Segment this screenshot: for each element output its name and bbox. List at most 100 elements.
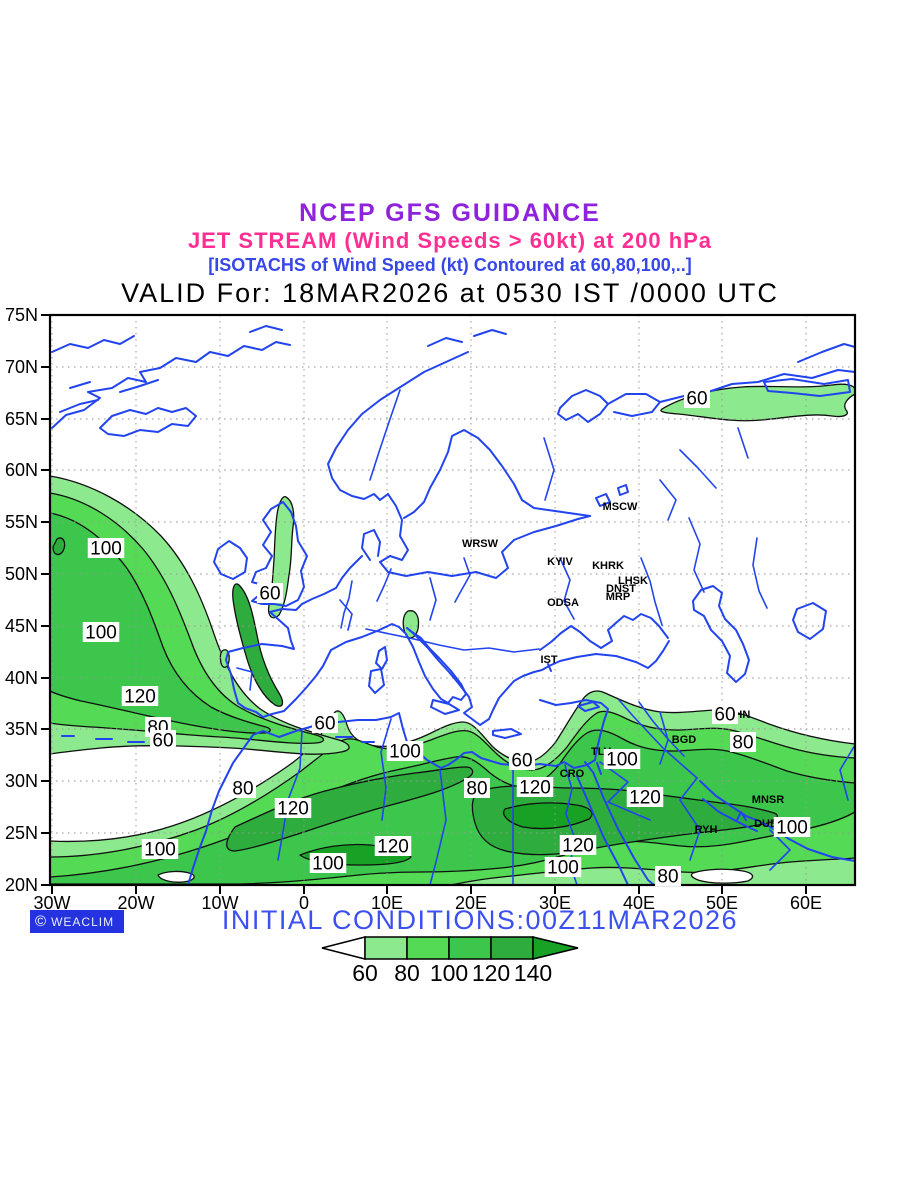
contour-label: 120	[377, 837, 409, 858]
subtitle-field: JET STREAM (Wind Speeds > 60kt) at 200 h…	[187, 228, 713, 253]
legend-value-label: 60	[352, 960, 378, 986]
contour-label: 80	[732, 733, 753, 754]
x-tick-label: 10E	[371, 893, 403, 913]
rivers-russia-north	[659, 427, 749, 521]
copyright-icon: ©	[35, 913, 47, 930]
contour-label: 100	[144, 840, 176, 861]
contour-label: 120	[124, 687, 156, 708]
city-label-dnst: DNST	[606, 583, 636, 595]
x-tick-label: 30W	[33, 893, 70, 913]
contour-label: 60	[259, 584, 280, 605]
contour-label: 80	[466, 779, 487, 800]
lakes-ladoga-onega	[595, 484, 629, 507]
contour-label-box	[730, 732, 756, 752]
contour-label: 120	[562, 836, 594, 857]
subtitle-contours: [ISOTACHS of Wind Speed (kt) Contoured a…	[208, 255, 692, 275]
city-label-khrk: KHRK	[592, 560, 624, 572]
x-tick-label: 20W	[117, 893, 154, 913]
contour-label: 60	[152, 731, 173, 752]
contour-label-box	[87, 538, 125, 558]
contour-label: 100	[606, 750, 638, 771]
contour-label: 100	[312, 854, 344, 875]
south-jet-120kt-west-core	[226, 766, 474, 852]
axis-labels: 30W 20W 10W 0 10E 20E 30E 40E 50E 60E 75N 70N 65N 60N…	[5, 305, 822, 913]
coast-norway	[327, 351, 469, 501]
y-tick-label: 70N	[5, 357, 38, 377]
y-tick-label: 25N	[5, 823, 38, 843]
y-tick-label: 60N	[5, 460, 38, 480]
legend-box-80-100	[406, 936, 450, 960]
coast-kola	[607, 393, 661, 417]
legend-below-min-arrow	[321, 936, 366, 960]
contour-label-box	[516, 777, 554, 797]
y-tick-label: 20N	[5, 875, 38, 895]
coast-med-islands	[368, 646, 600, 739]
city-label-wrsw: WRSW	[462, 538, 499, 550]
y-tick-label: 35N	[5, 719, 38, 739]
x-tick-label: 40E	[623, 893, 655, 913]
contour-label: 120	[519, 778, 551, 799]
contour-label-box	[544, 857, 582, 877]
contour-label-box	[309, 853, 347, 873]
islands-atlantic-chotts	[61, 663, 552, 743]
contour-label-box	[464, 778, 490, 798]
legend-colorbar: 60 80 100 120 140	[321, 936, 579, 986]
contour-label-box	[82, 622, 120, 642]
low-wind-hole-west	[157, 870, 195, 883]
valid-time-title: VALID For: 18MAR2026 at 0530 IST /0000 U…	[121, 278, 779, 308]
y-tick-label: 75N	[5, 305, 38, 325]
borders-europe	[236, 389, 555, 691]
contour-label: 100	[776, 818, 808, 839]
city-label-mnsr: MNSR	[752, 794, 784, 806]
city-label-cro: CRO	[560, 768, 585, 780]
legend-box-60-80	[364, 936, 408, 960]
contour-label: 100	[90, 539, 122, 560]
x-tick-label: 10W	[201, 893, 238, 913]
contour-label-box	[626, 787, 664, 807]
coast-finland-bothnia	[403, 429, 591, 519]
contour-label: 100	[389, 742, 421, 763]
coast-adriatic-greece	[406, 627, 550, 726]
coast-west-europe-iberia-italy	[225, 555, 467, 718]
y-tick-label: 45N	[5, 616, 38, 636]
y-tick-label: 65N	[5, 409, 38, 429]
coast-pechora-inlet	[763, 378, 851, 397]
coast-black-sea-north	[539, 613, 669, 651]
legend-value-label: 80	[394, 960, 420, 986]
coast-turkey-levant-north-africa	[187, 699, 609, 886]
coast-ireland	[213, 540, 248, 580]
contour-label-box	[559, 835, 597, 855]
initial-conditions-text: INITIAL CONDITIONS:00Z11MAR2026	[221, 905, 739, 935]
coast-persian-gulf	[699, 780, 856, 862]
y-tick-label: 55N	[5, 512, 38, 532]
contour-label-box	[509, 750, 535, 770]
weaclim-logo: © WEACLIM	[30, 910, 124, 933]
contour-label-box	[603, 749, 641, 769]
city-label-odsa: ODSA	[547, 597, 579, 609]
coast-svalbard	[427, 329, 507, 347]
city-label-dub: DUB	[754, 818, 778, 830]
city-label-lhsk: LHSK	[618, 575, 648, 587]
coast-greenland-fjords	[51, 325, 283, 413]
contour-label-box	[150, 730, 176, 750]
contour-label-box	[684, 388, 710, 408]
logo-text: WEACLIM	[51, 914, 115, 929]
legend-box-100-120	[448, 936, 492, 960]
contour-label: 120	[277, 799, 309, 820]
contour-label-box	[374, 836, 412, 856]
contour-label-box	[230, 778, 256, 798]
city-label-bgd: BGD	[672, 734, 697, 746]
page-title: NCEP GFS GUIDANCE	[299, 199, 601, 227]
contour-label-box	[712, 704, 738, 724]
low-wind-hole-east	[690, 868, 754, 884]
coast-novaya-zemlya	[797, 343, 856, 363]
contour-label: 80	[232, 779, 253, 800]
x-tick-label: 20E	[455, 893, 487, 913]
city-label-mscw: MSCW	[603, 501, 638, 513]
y-tick-label: 50N	[5, 564, 38, 584]
city-label-kyiv: KYIV	[547, 556, 573, 568]
contour-label: 60	[686, 389, 707, 410]
contour-label-box	[655, 866, 681, 886]
